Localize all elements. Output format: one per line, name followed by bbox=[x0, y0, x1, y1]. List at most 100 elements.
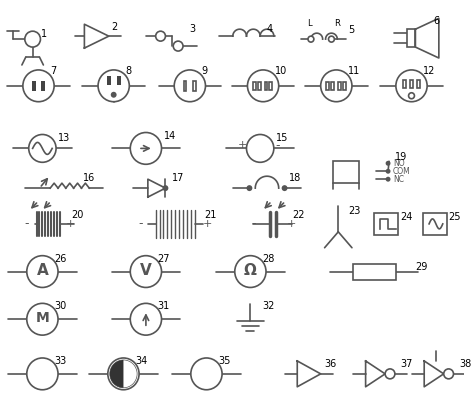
Bar bbox=[331, 82, 334, 90]
Text: 20: 20 bbox=[72, 210, 84, 220]
Circle shape bbox=[27, 303, 58, 335]
Circle shape bbox=[155, 31, 165, 41]
Text: 31: 31 bbox=[158, 301, 170, 311]
Text: 38: 38 bbox=[459, 359, 472, 369]
Text: 17: 17 bbox=[172, 173, 185, 183]
Text: +: + bbox=[238, 140, 247, 150]
Text: 14: 14 bbox=[164, 131, 176, 140]
Circle shape bbox=[173, 41, 183, 51]
Circle shape bbox=[282, 185, 288, 191]
Circle shape bbox=[27, 256, 58, 287]
Circle shape bbox=[29, 135, 56, 162]
Text: 3: 3 bbox=[189, 24, 195, 34]
Text: 34: 34 bbox=[135, 356, 147, 366]
Bar bbox=[374, 213, 398, 235]
Bar bbox=[333, 161, 359, 183]
Bar bbox=[326, 82, 329, 90]
Text: 37: 37 bbox=[401, 359, 413, 369]
Circle shape bbox=[191, 358, 222, 390]
Circle shape bbox=[246, 135, 274, 162]
Circle shape bbox=[386, 161, 391, 166]
Text: 30: 30 bbox=[54, 301, 66, 311]
Text: M: M bbox=[36, 311, 49, 325]
Text: -: - bbox=[25, 217, 29, 230]
Text: 8: 8 bbox=[126, 66, 131, 76]
Circle shape bbox=[108, 358, 139, 390]
Text: 6: 6 bbox=[433, 16, 439, 26]
Text: 27: 27 bbox=[158, 254, 170, 263]
Text: -: - bbox=[138, 217, 143, 230]
Text: 26: 26 bbox=[54, 254, 66, 263]
Bar bbox=[258, 82, 261, 90]
Polygon shape bbox=[365, 361, 385, 387]
Bar bbox=[269, 82, 273, 90]
Circle shape bbox=[409, 93, 414, 99]
Bar bbox=[423, 213, 447, 235]
Bar bbox=[338, 82, 341, 90]
Text: 28: 28 bbox=[262, 254, 274, 263]
Text: 11: 11 bbox=[348, 66, 360, 76]
Circle shape bbox=[235, 256, 266, 287]
Text: 29: 29 bbox=[415, 261, 428, 272]
Bar bbox=[353, 263, 396, 280]
Text: +: + bbox=[66, 219, 75, 229]
Text: 36: 36 bbox=[325, 359, 337, 369]
Circle shape bbox=[130, 133, 162, 164]
Text: 18: 18 bbox=[289, 173, 301, 183]
Text: 5: 5 bbox=[348, 25, 354, 35]
Circle shape bbox=[23, 70, 54, 102]
Text: 16: 16 bbox=[83, 173, 96, 183]
Text: 35: 35 bbox=[218, 356, 230, 366]
Bar bbox=[417, 80, 420, 88]
Circle shape bbox=[25, 31, 40, 47]
Text: V: V bbox=[140, 263, 152, 278]
Circle shape bbox=[328, 36, 334, 42]
Text: 23: 23 bbox=[348, 206, 360, 216]
Circle shape bbox=[396, 70, 427, 102]
Circle shape bbox=[386, 177, 391, 182]
Text: -: - bbox=[251, 217, 256, 230]
Polygon shape bbox=[415, 18, 439, 58]
Bar bbox=[407, 29, 415, 47]
Circle shape bbox=[110, 360, 137, 388]
Polygon shape bbox=[148, 179, 165, 197]
Bar bbox=[193, 81, 196, 91]
Text: +: + bbox=[286, 219, 296, 229]
Text: 7: 7 bbox=[50, 66, 56, 76]
Text: NC: NC bbox=[393, 175, 404, 184]
Circle shape bbox=[247, 70, 279, 102]
Circle shape bbox=[246, 185, 252, 191]
Circle shape bbox=[130, 256, 162, 287]
Circle shape bbox=[321, 70, 352, 102]
Bar bbox=[183, 81, 186, 91]
Circle shape bbox=[174, 70, 205, 102]
Circle shape bbox=[444, 369, 454, 379]
Text: 2: 2 bbox=[112, 22, 118, 32]
Polygon shape bbox=[84, 24, 109, 48]
Circle shape bbox=[111, 92, 117, 98]
Text: 19: 19 bbox=[395, 152, 407, 162]
Text: L: L bbox=[307, 19, 311, 28]
Circle shape bbox=[98, 70, 129, 102]
Bar bbox=[264, 82, 267, 90]
Bar bbox=[403, 80, 406, 88]
Circle shape bbox=[163, 185, 168, 191]
Text: 9: 9 bbox=[201, 66, 208, 76]
Text: NO: NO bbox=[393, 159, 405, 168]
Text: 32: 32 bbox=[262, 301, 274, 311]
Text: -: - bbox=[275, 139, 280, 152]
Text: R: R bbox=[334, 19, 340, 28]
Text: 1: 1 bbox=[41, 29, 47, 39]
Bar bbox=[32, 81, 36, 91]
Text: 4: 4 bbox=[267, 24, 273, 34]
Text: 13: 13 bbox=[58, 133, 70, 142]
Circle shape bbox=[130, 303, 162, 335]
Text: +: + bbox=[202, 219, 212, 229]
Text: COM: COM bbox=[393, 167, 410, 176]
Text: 33: 33 bbox=[54, 356, 66, 366]
Text: 21: 21 bbox=[204, 210, 217, 220]
Circle shape bbox=[385, 369, 395, 379]
Bar bbox=[410, 80, 413, 88]
Text: 22: 22 bbox=[292, 210, 305, 220]
Circle shape bbox=[308, 36, 314, 42]
